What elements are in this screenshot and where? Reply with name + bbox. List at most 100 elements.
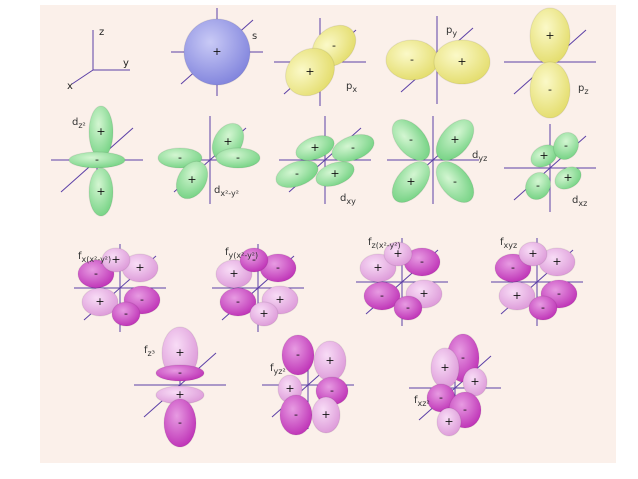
lobe-sign: +	[440, 361, 449, 374]
orbital: -++--+fxz²	[409, 333, 501, 437]
lobe-sign: +	[563, 171, 572, 184]
orbital: - ++ -+-fxyz	[491, 237, 583, 326]
x-axis	[71, 69, 94, 85]
lobe-sign: +	[285, 382, 294, 395]
lobe	[435, 161, 475, 203]
lobe-sign: +	[275, 293, 284, 306]
lobe	[281, 334, 315, 376]
lobe	[436, 407, 462, 437]
orbital: - + + - dyz	[387, 116, 487, 204]
orbital: +s	[171, 8, 263, 96]
orbital-label: fx(x²-y²)	[78, 251, 111, 264]
lobe	[275, 159, 319, 189]
orbital-label: dz²	[72, 117, 86, 130]
label-base: d	[572, 195, 578, 206]
lobe	[528, 295, 558, 321]
lobe-sign: +	[111, 253, 120, 266]
lobe	[215, 147, 261, 169]
label-base: d	[72, 117, 78, 128]
lobe-sign: -	[178, 151, 182, 164]
label-base: p	[346, 81, 352, 92]
lobe	[524, 171, 552, 201]
lobe-sign: -	[294, 408, 298, 421]
lobe-sign: -	[236, 295, 240, 308]
orbital-label: fxyz	[500, 237, 517, 250]
lobe-sign: -	[140, 293, 144, 306]
lobe	[383, 241, 413, 267]
orbital: + -- +dxy	[275, 116, 375, 206]
orbital: - ++ -- +fyz²	[262, 334, 354, 436]
orbital-label: dyz	[472, 150, 487, 163]
lobe	[529, 61, 571, 119]
orbital-label: px	[346, 81, 357, 94]
label-base: d	[472, 150, 478, 161]
label-sub: yz²	[274, 367, 286, 376]
lobe-sign: +	[259, 307, 268, 320]
lobe-sign: +	[470, 375, 479, 388]
lobe-sign: +	[330, 167, 339, 180]
lobe-sign: -	[548, 83, 552, 96]
orbital-label: dx²-y²	[214, 185, 239, 198]
label-sub: yz	[478, 154, 487, 163]
lobe	[393, 295, 423, 321]
lobe	[295, 135, 335, 161]
axes-icon: z y x	[67, 27, 130, 92]
label-base: f	[500, 237, 504, 248]
lobe-sign: -	[236, 151, 240, 164]
lobe-sign: -	[557, 287, 561, 300]
lobe-sign: -	[252, 253, 256, 266]
lobe	[155, 364, 205, 382]
lobe	[554, 166, 582, 190]
axis-label: z	[99, 27, 104, 38]
label-base: f	[414, 395, 418, 406]
label-base: d	[340, 193, 346, 204]
label-base: p	[578, 83, 584, 94]
lobe	[391, 161, 431, 203]
lobe	[239, 247, 269, 273]
lobe-sign: +	[175, 388, 184, 401]
lobe-sign: -	[541, 301, 545, 314]
lobe	[249, 301, 279, 327]
lobe-sign: +	[325, 354, 334, 367]
lobe-sign: -	[453, 175, 457, 188]
orbital-label: dxy	[340, 193, 356, 206]
label-sub: x(x²-y²)	[82, 255, 112, 264]
lobe	[391, 119, 431, 161]
label-sub: xz	[578, 199, 587, 208]
lobe	[518, 241, 548, 267]
lobe-sign: +	[552, 255, 561, 268]
orbital: + -- ++-fz(x²-y²)	[356, 237, 448, 326]
label-sub: z³	[148, 349, 155, 358]
lobe-sign: +	[450, 133, 459, 146]
lobe-sign: -	[276, 261, 280, 274]
label-sub: y	[452, 29, 457, 38]
label-sub: xyz	[504, 241, 518, 250]
orbital: +--+dxz	[504, 124, 596, 212]
lobe-sign: -	[296, 348, 300, 361]
label-sub: y(x²-y²)	[229, 251, 259, 260]
orbital-label: pz	[578, 83, 589, 96]
lobe-sign: +	[406, 175, 415, 188]
lobe-sign: -	[439, 391, 443, 404]
lobe	[101, 247, 131, 273]
lobe-sign: -	[420, 255, 424, 268]
lobe-sign: +	[321, 408, 330, 421]
lobe-sign: +	[419, 287, 428, 300]
lobe	[363, 281, 401, 311]
lobe	[111, 301, 141, 327]
lobe	[163, 398, 197, 448]
lobe-sign: +	[223, 135, 232, 148]
label-base: d	[214, 185, 220, 196]
lobe-sign: -	[564, 139, 568, 152]
axis-label: x	[67, 81, 73, 92]
label-base: f	[270, 363, 274, 374]
lobe-sign: +	[528, 247, 537, 260]
lobe	[552, 131, 580, 161]
label-sub: x	[352, 85, 357, 94]
orbital: +- -+dx²-y²	[157, 116, 261, 204]
lobe	[81, 287, 119, 317]
orbital: - + px	[274, 18, 366, 106]
lobe-sign: -	[380, 289, 384, 302]
label-base: f	[225, 247, 229, 258]
